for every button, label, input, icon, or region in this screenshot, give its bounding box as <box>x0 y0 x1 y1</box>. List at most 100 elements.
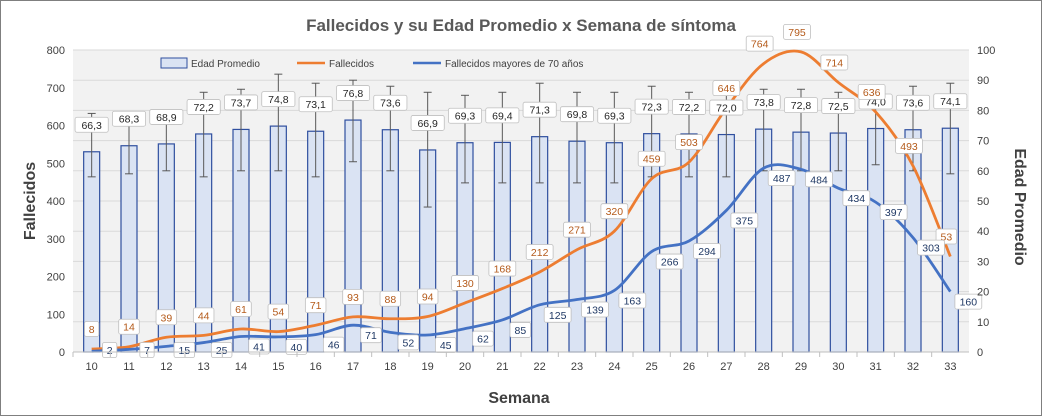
mayores-70-label: 71 <box>365 330 377 342</box>
fallecidos-label: 212 <box>531 247 549 259</box>
mayores-70-label: 375 <box>736 215 754 227</box>
mayores-70-label: 160 <box>960 297 978 309</box>
x-tick-label: 26 <box>683 361 695 373</box>
age-label-box <box>335 85 370 101</box>
mayores-70-label-box <box>248 338 270 355</box>
mayores-70-label-box <box>434 337 457 353</box>
age-label: 73,7 <box>231 97 252 109</box>
y-tick-label: 100 <box>47 309 65 321</box>
y-tick-label: 300 <box>47 234 65 246</box>
fallecidos-label: 764 <box>751 39 769 51</box>
mayores-70-label: 52 <box>402 337 414 349</box>
mayores-70-label: 41 <box>253 342 265 354</box>
mayores-70-label: 484 <box>810 174 828 186</box>
age-label: 68,3 <box>119 114 140 126</box>
x-tick-label: 20 <box>459 361 471 373</box>
legend-swatch-edad <box>160 57 188 69</box>
age-label-box <box>784 97 819 114</box>
age-label-box <box>112 110 147 127</box>
y-tick-label: 600 <box>47 121 65 133</box>
chart-title: Fallecidos y su Edad Promedio x Semana d… <box>306 16 736 35</box>
mayores-70-label-box <box>210 342 233 358</box>
mayores-70-label-box <box>509 322 532 338</box>
age-label-box <box>896 94 931 111</box>
x-tick-label: 33 <box>944 361 956 373</box>
fallecidos-label: 795 <box>788 27 806 39</box>
mayores-70-label-box <box>543 306 572 323</box>
fallecidos-label-box <box>563 221 591 238</box>
x-tick-label: 25 <box>646 361 658 373</box>
y-tick-label: 800 <box>47 45 65 57</box>
mayores-70-label: 7 <box>144 345 150 357</box>
mayores-70-label: 2 <box>107 345 113 357</box>
fallecidos-label: 168 <box>494 264 512 276</box>
y2-tick-label: 30 <box>977 256 989 268</box>
axes: 0 100 200 300 400 500 600 700 800 0 10 20 30 40 50 60 70… <box>47 45 996 373</box>
mayores-70-label-box <box>472 330 494 347</box>
x-tick-label: 31 <box>870 361 882 373</box>
fallecidos-label-box <box>84 321 100 337</box>
age-label: 76,8 <box>343 88 364 100</box>
mayores-70-label-box <box>879 204 908 221</box>
fallecidos-label-box <box>895 137 923 154</box>
mayores-70-label: 397 <box>885 207 903 219</box>
x-tick-label: 19 <box>422 361 434 373</box>
y-tick-label: 400 <box>47 196 65 208</box>
fallecidos-label: 61 <box>235 304 247 316</box>
fallecidos-label: 14 <box>123 322 135 334</box>
fallecidos-label: 39 <box>160 312 172 324</box>
line-fallecidos <box>91 49 952 351</box>
age-label: 72,3 <box>641 102 662 114</box>
fallecidos-label: 271 <box>568 225 586 237</box>
y2-tick-label: 0 <box>977 347 983 359</box>
gridlines <box>73 49 969 353</box>
age-label-box <box>821 98 856 114</box>
mayores-70-label: 487 <box>773 173 791 185</box>
age-label-box <box>672 99 707 115</box>
mayores-70-label: 45 <box>440 340 452 352</box>
mayores-70-label-box <box>173 342 196 358</box>
age-label: 73,1 <box>305 99 326 111</box>
fallecidos-label: 94 <box>422 292 434 304</box>
x-tick-label: 29 <box>795 361 807 373</box>
fallecidos-label: 714 <box>826 57 844 69</box>
age-label: 66,3 <box>81 120 102 132</box>
age-label: 69,3 <box>604 111 625 123</box>
x-tick-label: 22 <box>534 361 546 373</box>
mayores-70-label: 125 <box>549 310 567 322</box>
y2-tick-label: 80 <box>977 105 989 117</box>
mayores-70-label: 434 <box>848 193 866 205</box>
y2-tick-label: 70 <box>977 136 989 148</box>
legend: Edad Promedio Fallecidos Fallecidos mayore… <box>160 57 583 70</box>
age-label: 72,5 <box>828 101 849 113</box>
mayores-70-label: 163 <box>624 295 642 307</box>
x-tick-label: 12 <box>160 361 172 373</box>
age-label-box <box>522 101 557 118</box>
fallecidos-label-box <box>525 244 554 260</box>
x-tick-label: 23 <box>571 361 583 373</box>
mayores-70-label: 25 <box>216 345 228 357</box>
y-tick-label: 200 <box>47 272 65 284</box>
fallecidos-label: 459 <box>643 154 661 166</box>
error-bars <box>87 73 955 208</box>
y-tick-label: 500 <box>47 158 65 170</box>
y2-tick-label: 50 <box>977 196 989 208</box>
age-label: 73,6 <box>903 98 924 110</box>
age-label-box <box>634 98 669 115</box>
fallecidos-label: 88 <box>384 294 396 306</box>
age-label-box <box>597 107 632 124</box>
fallecidos-label-box <box>155 309 178 326</box>
fallecidos-label: 320 <box>606 206 624 218</box>
legend-label-edad: Edad Promedio <box>191 59 260 70</box>
x-tick-label: 10 <box>86 361 98 373</box>
x-tick-label: 15 <box>272 361 284 373</box>
fallecidos-label-box <box>857 84 886 100</box>
fallecidos-label-box <box>118 318 140 335</box>
fallecidos-label-box <box>379 290 402 307</box>
fallecidos-label: 93 <box>347 292 359 304</box>
fallecidos-label-box <box>600 203 629 220</box>
age-label-box <box>74 116 109 133</box>
mayores-70-label: 139 <box>586 305 604 317</box>
data-labels: 66,3 68,3 68,9 72,2 73,7 74,8 73,1 76,8 73,6 66,9… <box>74 23 983 358</box>
